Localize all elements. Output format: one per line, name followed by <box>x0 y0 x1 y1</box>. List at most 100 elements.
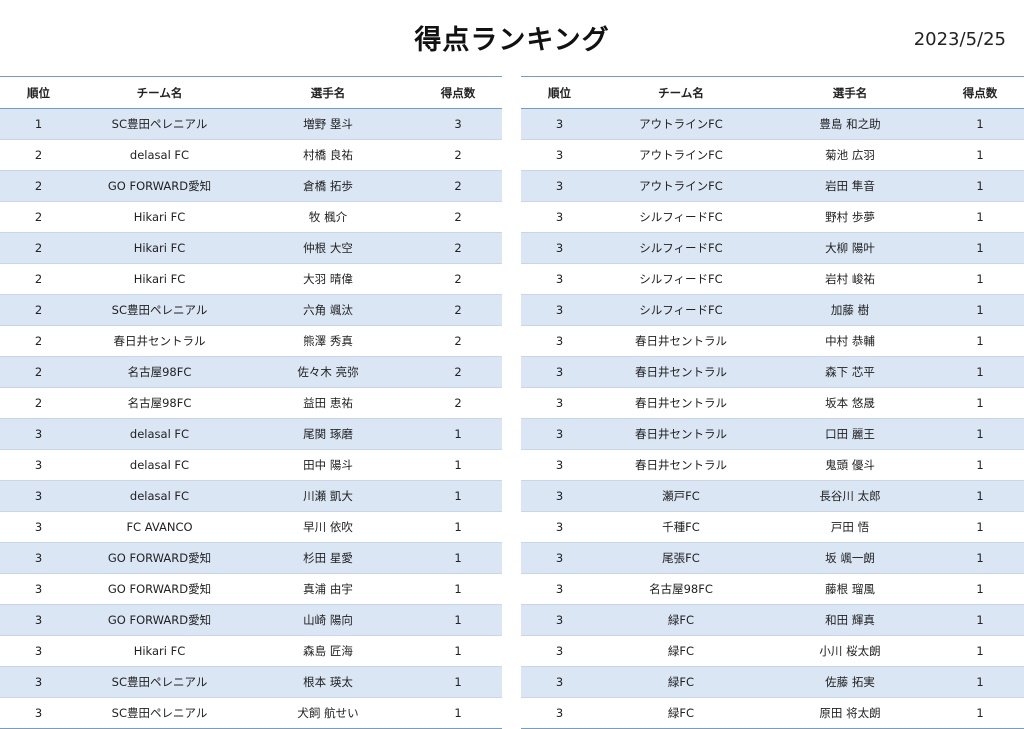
player-cell: 野村 歩夢 <box>764 201 936 233</box>
table-row: 3 シルフィードFC 野村 歩夢 1 <box>521 201 1024 233</box>
player-cell: 山崎 陽向 <box>242 604 414 636</box>
player-cell: 六角 颯汰 <box>242 294 414 326</box>
team-cell: 緑FC <box>598 635 764 667</box>
player-cell: 藤根 瑠風 <box>764 573 936 605</box>
header-team: チーム名 <box>77 76 242 109</box>
ranking-table-left-body: 1 SC豊田ペレニアル 増野 塁斗 3 2 delasal FC 村橋 良祐 2 2 GO FOR… <box>0 108 502 729</box>
table-row: 3 GO FORWARD愛知 山崎 陽向 1 <box>0 604 502 636</box>
table-row: 3 春日井セントラル 森下 芯平 1 <box>521 356 1024 388</box>
goals-cell: 1 <box>414 697 502 729</box>
table-row: 2 名古屋98FC 佐々木 亮弥 2 <box>0 356 502 388</box>
team-cell: 緑FC <box>598 666 764 698</box>
table-row: 3 Hikari FC 森島 匠海 1 <box>0 635 502 667</box>
goals-cell: 1 <box>936 604 1024 636</box>
team-cell: 春日井セントラル <box>598 356 764 388</box>
rank-cell: 3 <box>0 635 77 667</box>
rank-cell: 3 <box>521 387 598 419</box>
team-cell: 瀬戸FC <box>598 480 764 512</box>
rank-cell: 2 <box>0 356 77 388</box>
team-cell: シルフィードFC <box>598 201 764 233</box>
team-cell: delasal FC <box>77 449 242 481</box>
player-cell: 加藤 樹 <box>764 294 936 326</box>
table-row: 2 名古屋98FC 益田 恵祐 2 <box>0 387 502 419</box>
rank-cell: 3 <box>521 542 598 574</box>
rank-cell: 2 <box>0 232 77 264</box>
player-cell: 尾関 琢磨 <box>242 418 414 450</box>
goals-cell: 2 <box>414 232 502 264</box>
player-cell: 川瀬 凱大 <box>242 480 414 512</box>
goals-cell: 1 <box>936 449 1024 481</box>
player-cell: 和田 輝真 <box>764 604 936 636</box>
team-cell: 春日井セントラル <box>598 325 764 357</box>
table-row: 3 シルフィードFC 大柳 陽叶 1 <box>521 232 1024 264</box>
rank-cell: 3 <box>521 108 598 140</box>
rank-cell: 3 <box>0 697 77 729</box>
team-cell: delasal FC <box>77 418 242 450</box>
player-cell: 牧 楓介 <box>242 201 414 233</box>
goals-cell: 1 <box>936 139 1024 171</box>
player-cell: 原田 将太朗 <box>764 697 936 729</box>
goals-cell: 1 <box>936 356 1024 388</box>
rank-cell: 3 <box>521 480 598 512</box>
header-player: 選手名 <box>242 76 414 109</box>
player-cell: 森下 芯平 <box>764 356 936 388</box>
goals-cell: 1 <box>414 449 502 481</box>
team-cell: FC AVANCO <box>77 511 242 543</box>
table-header-row: 順位 チーム名 選手名 得点数 <box>0 76 502 109</box>
team-cell: GO FORWARD愛知 <box>77 542 242 574</box>
player-cell: 坂 颯一朗 <box>764 542 936 574</box>
table-row: 3 GO FORWARD愛知 真浦 由宇 1 <box>0 573 502 605</box>
team-cell: シルフィードFC <box>598 263 764 295</box>
rank-cell: 2 <box>0 170 77 202</box>
rank-cell: 3 <box>521 635 598 667</box>
team-cell: Hikari FC <box>77 635 242 667</box>
table-row: 3 アウトラインFC 豊島 和之助 1 <box>521 108 1024 140</box>
table-row: 2 春日井セントラル 熊澤 秀真 2 <box>0 325 502 357</box>
table-row: 3 GO FORWARD愛知 杉田 星愛 1 <box>0 542 502 574</box>
team-cell: アウトラインFC <box>598 108 764 140</box>
team-cell: 名古屋98FC <box>77 356 242 388</box>
team-cell: delasal FC <box>77 480 242 512</box>
player-cell: 口田 麗王 <box>764 418 936 450</box>
player-cell: 早川 依吹 <box>242 511 414 543</box>
player-cell: 佐藤 拓実 <box>764 666 936 698</box>
goals-cell: 1 <box>936 201 1024 233</box>
team-cell: 千種FC <box>598 511 764 543</box>
player-cell: 大柳 陽叶 <box>764 232 936 264</box>
team-cell: シルフィードFC <box>598 294 764 326</box>
rank-cell: 1 <box>0 108 77 140</box>
player-cell: 大羽 晴偉 <box>242 263 414 295</box>
rank-cell: 3 <box>521 666 598 698</box>
table-row: 2 delasal FC 村橋 良祐 2 <box>0 139 502 171</box>
rank-cell: 3 <box>521 263 598 295</box>
team-cell: 春日井セントラル <box>598 387 764 419</box>
header-rank: 順位 <box>521 76 598 109</box>
goals-cell: 1 <box>936 573 1024 605</box>
table-row: 3 尾張FC 坂 颯一朗 1 <box>521 542 1024 574</box>
rank-cell: 3 <box>521 294 598 326</box>
header-goals: 得点数 <box>414 76 502 109</box>
team-cell: 名古屋98FC <box>77 387 242 419</box>
goals-cell: 1 <box>936 108 1024 140</box>
rank-cell: 3 <box>521 418 598 450</box>
goals-cell: 3 <box>414 108 502 140</box>
rank-cell: 3 <box>0 418 77 450</box>
player-cell: 益田 恵祐 <box>242 387 414 419</box>
goals-cell: 1 <box>936 542 1024 574</box>
rank-cell: 3 <box>0 542 77 574</box>
team-cell: Hikari FC <box>77 201 242 233</box>
goals-cell: 1 <box>414 542 502 574</box>
team-cell: Hikari FC <box>77 263 242 295</box>
rank-cell: 2 <box>0 294 77 326</box>
rank-cell: 3 <box>521 232 598 264</box>
team-cell: GO FORWARD愛知 <box>77 573 242 605</box>
goals-cell: 1 <box>936 294 1024 326</box>
goals-cell: 1 <box>936 418 1024 450</box>
team-cell: アウトラインFC <box>598 139 764 171</box>
goals-cell: 2 <box>414 325 502 357</box>
table-row: 3 緑FC 小川 桜太朗 1 <box>521 635 1024 667</box>
team-cell: SC豊田ペレニアル <box>77 697 242 729</box>
page-title: 得点ランキング <box>414 25 610 56</box>
table-row: 3 春日井セントラル 坂本 悠晟 1 <box>521 387 1024 419</box>
header-team: チーム名 <box>598 76 764 109</box>
